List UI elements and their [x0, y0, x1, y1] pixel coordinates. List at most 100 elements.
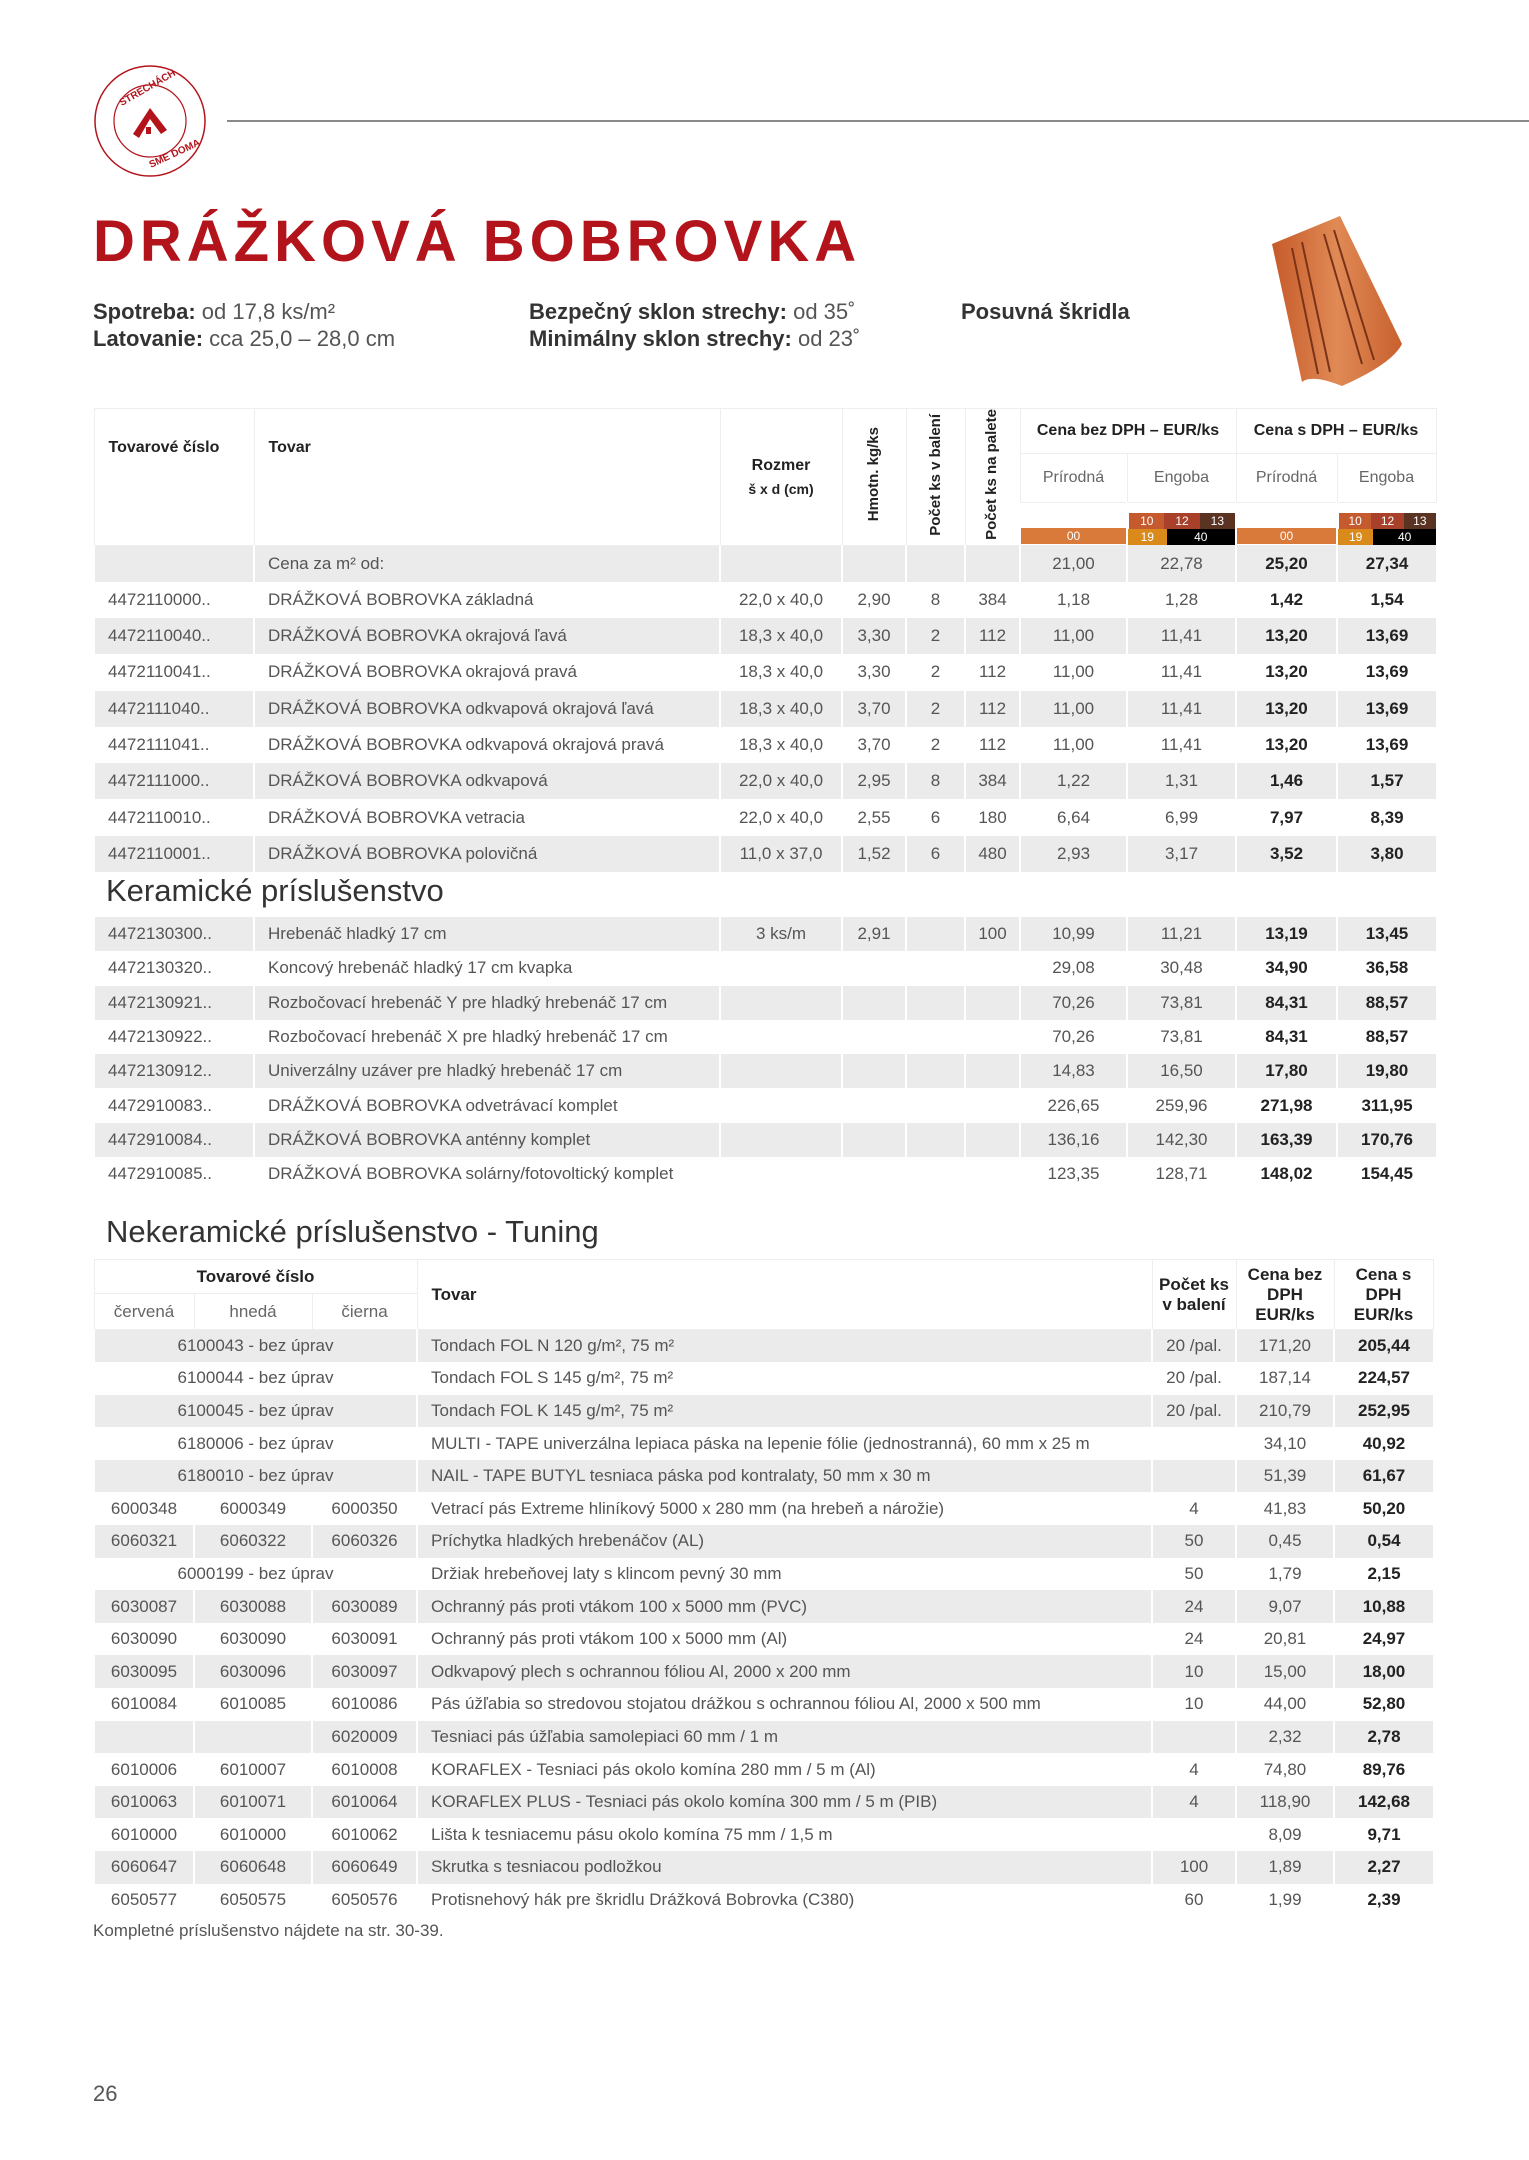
header-code: Tovarové číslo [93, 408, 255, 546]
price-vat: 52,80 [1333, 1688, 1433, 1721]
safe-slope-label: Bezpečný sklon strechy: [529, 299, 787, 324]
item-size [719, 1157, 842, 1192]
swatch-19: 19 [1129, 529, 1167, 546]
price-engoba-no-vat: 1,31 [1126, 763, 1236, 800]
item-pallet: 384 [964, 763, 1020, 800]
item-weight: 2,91 [841, 917, 906, 952]
code-red: 6010063 [93, 1785, 194, 1819]
price-no-vat: 34,10 [1235, 1427, 1334, 1460]
table-row: 4472110040.. DRÁŽKOVÁ BOBROVKA okrajová ľ… [93, 618, 1437, 655]
item-code: 6100044 - bez úprav [93, 1362, 417, 1395]
table-row: 6100043 - bez úprav Tondach FOL N 120 g/m… [93, 1329, 1433, 1363]
code-black: 6030089 [311, 1590, 417, 1623]
table-row: 6030095 6030096 6030097 Odkvapový plech s o… [93, 1655, 1433, 1689]
item-pack [905, 1019, 965, 1055]
code-brown: 6010085 [193, 1688, 312, 1721]
header-pallet-label: Počet ks na palete [983, 409, 1001, 540]
item-code: 4472130320.. [93, 951, 254, 986]
code-black: 6010086 [311, 1688, 417, 1721]
item-weight: 3,70 [841, 726, 906, 764]
item-weight: 3,30 [841, 618, 906, 655]
item-size: 22,0 x 40,0 [719, 799, 842, 836]
price-natural-no-vat: 1,18 [1019, 581, 1127, 618]
table-row: 4472110000.. DRÁŽKOVÁ BOBROVKA základná 22… [93, 581, 1437, 618]
item-weight [841, 1157, 906, 1192]
table-row: 4472110001.. DRÁŽKOVÁ BOBROVKA polovičná 1… [93, 835, 1437, 873]
table-row: 6010000 6010000 6010062 Lišta k tesniacemu … [93, 1818, 1433, 1851]
header-natural: Prírodná [1235, 452, 1338, 504]
item-size: 22,0 x 40,0 [719, 581, 842, 618]
safe-slope-value: od 35˚ [786, 299, 856, 324]
brand-logo: STRECHÁCH SME DOMA [93, 64, 207, 178]
price-natural-no-vat: 11,00 [1019, 726, 1127, 764]
item-pallet [964, 1088, 1020, 1123]
price-engoba-no-vat: 11,41 [1126, 654, 1236, 691]
price-natural-vat: 7,97 [1235, 799, 1337, 836]
code-brown: 6010000 [193, 1818, 312, 1851]
roof-tile-image [1262, 214, 1412, 389]
price-no-vat: 2,32 [1235, 1720, 1334, 1754]
header-weight-label: Hmotn. kg/ks [865, 427, 882, 522]
item-pallet [964, 1019, 1020, 1055]
code-brown: 6030096 [193, 1655, 312, 1689]
price-natural-no-vat: 11,00 [1019, 618, 1127, 655]
item-pack: 10 [1151, 1688, 1236, 1721]
spotreba-value: od 17,8 ks/m² [195, 299, 336, 324]
item-weight [841, 1122, 906, 1158]
item-pack: 20 /pal. [1151, 1394, 1236, 1428]
color-swatches: 00 [1019, 502, 1127, 546]
table-row: 4472110041.. DRÁŽKOVÁ BOBROVKA okrajová p… [93, 654, 1437, 691]
item-pallet: 480 [964, 835, 1020, 873]
price-natural-vat: 13,20 [1235, 654, 1337, 691]
spec-col-2: Bezpečný sklon strechy: od 35˚ Minimálny… [529, 298, 860, 352]
price-no-vat: 74,80 [1235, 1753, 1334, 1786]
item-pack: 8 [905, 763, 965, 800]
price-natural-no-vat: 6,64 [1019, 799, 1127, 836]
swatch-12: 12 [1164, 513, 1200, 530]
item-code: 6180006 - bez úprav [93, 1427, 417, 1460]
item-pack [905, 1157, 965, 1192]
price-no-vat: 15,00 [1235, 1655, 1334, 1689]
color-swatches: 00 [1235, 502, 1337, 546]
code-black: 6010062 [311, 1818, 417, 1851]
header-size-unit: š x d (cm) [748, 480, 814, 497]
item-size [719, 985, 842, 1020]
code-red: 6030087 [93, 1590, 194, 1623]
non-ceramic-accessories-table: Tovarové číslo Tovar Počet ks v balení C… [93, 1259, 1434, 1917]
item-name: DRÁŽKOVÁ BOBROVKA okrajová ľavá [253, 618, 720, 655]
price-engoba-vat: 13,45 [1336, 917, 1436, 952]
item-code: 6000199 - bez úprav [93, 1557, 417, 1591]
item-name: Tondach FOL S 145 g/m², 75 m² [416, 1362, 1152, 1395]
code-brown: 6010007 [193, 1753, 312, 1786]
item-code: 6180010 - bez úprav [93, 1459, 417, 1493]
item-pack [905, 1122, 965, 1158]
code-brown [193, 1720, 312, 1754]
price-engoba-no-vat: 73,81 [1126, 1019, 1236, 1055]
item-name: Ochranný pás proti vtákom 100 x 5000 mm … [416, 1590, 1152, 1623]
header-black: čierna [311, 1293, 418, 1330]
min-slope-label: Minimálny sklon strechy: [529, 326, 792, 351]
code-black: 6010064 [311, 1785, 417, 1819]
price-engoba-no-vat: 6,99 [1126, 799, 1236, 836]
item-pack [905, 985, 965, 1020]
latovanie-value: cca 25,0 – 28,0 cm [203, 326, 396, 351]
code-red [93, 1720, 194, 1754]
item-code: 4472110040.. [93, 618, 254, 655]
header-engoba: Engoba [1126, 452, 1237, 504]
item-name: Koncový hrebenáč hladký 17 cm kvapka [253, 951, 720, 986]
item-code: 6100045 - bez úprav [93, 1394, 417, 1428]
item-name: NAIL - TAPE BUTYL tesniaca páska pod kon… [416, 1459, 1152, 1493]
price-vat: 9,71 [1333, 1818, 1433, 1851]
price-engoba-no-vat: 11,41 [1126, 690, 1236, 727]
price-engoba-no-vat: 128,71 [1126, 1157, 1236, 1192]
item-code: 4472910083.. [93, 1088, 254, 1123]
item-pack [905, 917, 965, 952]
code-red: 6030090 [93, 1622, 194, 1656]
item-size [719, 1019, 842, 1055]
item-pack [1151, 1459, 1236, 1493]
item-code: 4472910084.. [93, 1122, 254, 1158]
section-title-ceramic: Keramické príslušenstvo [106, 873, 444, 908]
price-vat: 18,00 [1333, 1655, 1433, 1689]
item-pack [1151, 1427, 1236, 1460]
code-black: 6020009 [311, 1720, 417, 1754]
